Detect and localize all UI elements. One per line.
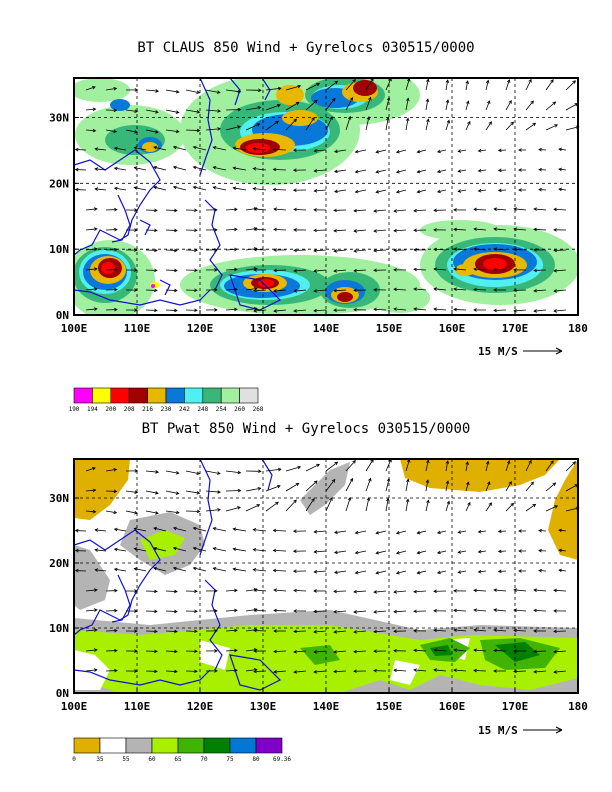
colorbar-swatch (177, 737, 205, 754)
colorbar-swatch (203, 737, 231, 754)
lat-tick-label: 0N (56, 687, 69, 700)
panel2-axis-labels: 100E 110E 120E 130E 140E 150E 160E 170E 180 0N 10N… (49, 492, 588, 713)
lon-tick-label: 180 (568, 700, 588, 713)
lat-tick-label: 30N (49, 492, 69, 505)
panel1-vector-key-label: 15 M/S (478, 345, 518, 358)
colorbar-label: 75 (226, 756, 234, 763)
colorbar-label: 260 (234, 406, 245, 413)
panel1-gridlines (74, 78, 578, 315)
colorbar-swatch (147, 387, 167, 404)
lon-tick-label: 140E (313, 322, 340, 335)
panel1-colorbar: 190 194 200 208 216 230 242 248 254 260 268 (69, 387, 264, 413)
colorbar-label: 216 (142, 406, 153, 413)
panel2-gridlines (74, 459, 578, 693)
colorbar-swatch (99, 737, 127, 754)
colorbar-label: 190 (69, 406, 80, 413)
lon-tick-label: 150E (376, 700, 403, 713)
lon-tick-label: 180 (568, 322, 588, 335)
panel1-axis-labels: 100E 110E 120E 130E 140E 150E 160E 170E 180 0N 10N… (49, 112, 588, 336)
colorbar-swatch (255, 737, 283, 754)
lon-tick-label: 140E (313, 700, 340, 713)
colorbar-swatch (239, 387, 259, 404)
colorbar-label: 80 (252, 756, 260, 763)
lon-tick-label: 170E (502, 322, 529, 335)
colorbar-label: 268 (253, 406, 264, 413)
colorbar-label: 35 (96, 756, 104, 763)
colorbar-label: 65 (174, 756, 182, 763)
lat-tick-label: 20N (49, 177, 69, 190)
colorbar-swatch (229, 737, 257, 754)
colorbar-swatch (220, 387, 240, 404)
lon-tick-label: 100E (61, 322, 88, 335)
lon-tick-label: 150E (376, 322, 403, 335)
lon-tick-label: 160E (439, 322, 466, 335)
panel2-title: BT Pwat 850 Wind + Gyrelocs 030515/0000 (141, 421, 471, 437)
colorbar-swatch (165, 387, 185, 404)
colorbar-swatch (128, 387, 148, 404)
colorbar-label: 69.36 (273, 756, 291, 763)
panel2-vector-key-label: 15 M/S (478, 724, 518, 737)
colorbar-swatch (151, 737, 179, 754)
colorbar-label: 248 (197, 406, 208, 413)
lat-tick-label: 10N (49, 622, 69, 635)
panel2-vector-key: 15 M/S (478, 724, 563, 737)
lon-tick-label: 130E (250, 700, 277, 713)
lon-tick-label: 110E (124, 322, 151, 335)
lon-tick-label: 120E (187, 322, 214, 335)
colorbar-swatch (125, 737, 153, 754)
colorbar-label: 55 (122, 756, 130, 763)
panel1-wind-vectors (74, 77, 580, 313)
lat-tick-label: 30N (49, 112, 69, 125)
lat-tick-label: 20N (49, 557, 69, 570)
panel1-vector-key: 15 M/S (478, 345, 563, 358)
panel1-cloud-field (74, 78, 578, 315)
panel1-title: BT CLAUS 850 Wind + Gyrelocs 030515/0000 (137, 40, 475, 56)
panel2-map: 100E 110E 120E 130E 140E 150E 160E 170E 180 0N 10N… (49, 458, 588, 713)
colorbar-label: 70 (200, 756, 208, 763)
lon-tick-label: 100E (61, 700, 88, 713)
lon-tick-label: 160E (439, 700, 466, 713)
colorbar-label: 200 (105, 406, 116, 413)
lat-tick-label: 10N (49, 243, 69, 256)
lon-tick-label: 120E (187, 700, 214, 713)
colorbar-swatch (110, 387, 130, 404)
panel1-map: 100E 110E 120E 130E 140E 150E 160E 170E 180 0N 10N… (49, 77, 588, 336)
colorbar-label: 194 (87, 406, 98, 413)
panel2-colorbar: 0 35 55 60 65 70 75 80 69.36 (72, 737, 291, 763)
lon-tick-label: 110E (124, 700, 151, 713)
colorbar-swatch (184, 387, 204, 404)
colorbar-label: 242 (179, 406, 190, 413)
colorbar-swatch (73, 387, 93, 404)
colorbar-label: 208 (124, 406, 135, 413)
lon-tick-label: 170E (502, 700, 529, 713)
colorbar-label: 230 (161, 406, 172, 413)
lon-tick-label: 130E (250, 322, 277, 335)
colorbar-swatch (92, 387, 112, 404)
colorbar-label: 254 (216, 406, 227, 413)
colorbar-swatch (73, 737, 101, 754)
colorbar-label: 0 (72, 756, 76, 763)
colorbar-swatch (202, 387, 222, 404)
lat-tick-label: 0N (56, 309, 69, 322)
colorbar-label: 60 (148, 756, 156, 763)
